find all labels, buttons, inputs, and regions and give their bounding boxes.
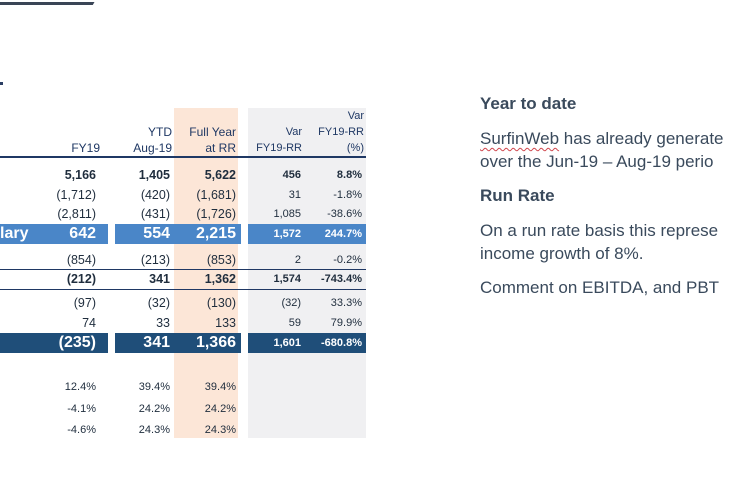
cell-var-pct: 33.3% [330, 297, 362, 309]
cell-fy19: (854) [66, 253, 96, 267]
cell-fy19: -4.6% [67, 424, 96, 436]
cell-var: (32) [281, 297, 301, 309]
header-var-pct-line2: FY19-RR [318, 126, 364, 138]
cell-full-year: (130) [206, 296, 236, 310]
cell-ytd: 1,405 [138, 168, 170, 182]
header-full-year-line2: at RR [205, 141, 236, 155]
cell-var: 1,572 [273, 228, 301, 240]
left-tick-mark [0, 82, 3, 85]
top-decoration [0, 0, 108, 5]
table-row: (1,712) (420) (1,681) 31 -1.8% [0, 185, 366, 205]
cell-full-year: (853) [206, 253, 236, 267]
run-rate-line-2: income growth of 8%. [480, 244, 644, 263]
variance-column-shading [248, 108, 366, 438]
cell-fy19: 74 [82, 316, 96, 330]
run-rate-heading: Run Rate [480, 186, 555, 205]
header-full-year-line1: Full Year [189, 125, 236, 139]
row-rule [0, 269, 366, 270]
brand-name: SurfinWeb [480, 129, 560, 148]
table-row-percent: -4.6% 24.3% 24.3% [0, 420, 366, 440]
table-row: (97) (32) (130) (32) 33.3% [0, 293, 366, 313]
table-row-percent: 12.4% 39.4% 39.4% [0, 377, 366, 397]
cell-ytd: (431) [140, 207, 170, 221]
cell-var-pct: -0.2% [333, 254, 362, 266]
cell-full-year: 39.4% [204, 381, 236, 393]
cell-var-pct: -743.4% [321, 273, 362, 285]
cell-ytd: 341 [143, 334, 170, 351]
cell-full-year: (1,681) [196, 188, 236, 202]
cell-fy19: 5,166 [64, 168, 96, 182]
table-row-percent: -4.1% 24.2% 24.2% [0, 399, 366, 419]
cell-fy19: (2,811) [57, 207, 96, 221]
cell-full-year: 24.3% [204, 424, 236, 436]
cell-fy19: 12.4% [64, 381, 96, 393]
cell-full-year: 133 [215, 316, 236, 330]
comment-line: Comment on EBITDA, and PBT [480, 278, 720, 297]
cell-fy19: 642 [69, 225, 96, 242]
cell-var: 2 [294, 254, 301, 266]
cell-var-pct: -1.8% [333, 189, 362, 201]
cell-ytd: (213) [140, 253, 170, 267]
header-full-year: Full Year at RR [189, 124, 236, 156]
cell-var: 31 [288, 189, 301, 201]
row-rule [0, 289, 366, 290]
cell-var-pct: 79.9% [330, 317, 362, 329]
table-row-highlight: lary 642 554 2,215 1,572 244.7% [0, 224, 366, 244]
ytd-line-1: SurfinWeb has already generate [480, 129, 724, 149]
cell-var-pct: 8.8% [336, 169, 362, 181]
cell-var: 1,574 [273, 273, 301, 285]
cell-ytd: 24.3% [138, 424, 170, 436]
cell-fy19: (1,712) [56, 188, 96, 202]
cell-full-year: 2,215 [195, 225, 236, 242]
header-fy19: FY19 [71, 141, 100, 155]
ytd-heading: Year to date [480, 94, 577, 113]
cell-var-pct: 244.7% [324, 228, 362, 240]
cell-var: 1,085 [273, 208, 301, 220]
cell-ytd: 24.2% [138, 403, 170, 415]
header-var-line2: FY19-RR [256, 142, 302, 154]
header-ytd-line2: Aug-19 [133, 141, 172, 155]
header-var-pct-line3: (%) [346, 142, 364, 154]
cell-var: 456 [282, 169, 301, 181]
header-var: Var FY19-RR [256, 124, 302, 156]
header-var-pct: Var FY19-RR (%) [318, 108, 364, 156]
cell-fy19: (97) [73, 296, 96, 310]
cell-fy19: -4.1% [67, 403, 96, 415]
cell-var: 1,601 [273, 337, 301, 349]
table-row: (212) 341 1,362 1,574 -743.4% [0, 269, 366, 289]
run-rate-line-1: On a run rate basis this represe [480, 221, 719, 240]
cell-var: 59 [288, 317, 301, 329]
header-var-pct-line1: Var [347, 110, 364, 122]
table-row-total: (235) 341 1,366 1,601 -680.8% [0, 333, 366, 353]
cell-var-pct: -38.6% [327, 208, 362, 220]
ytd-line-2: over the Jun-19 – Aug-19 perio [480, 152, 714, 171]
cell-ytd: 39.4% [138, 381, 170, 393]
cell-fy19: (212) [66, 272, 96, 286]
table-row: 5,166 1,405 5,622 456 8.8% [0, 165, 366, 185]
full-year-column-shading [174, 108, 238, 438]
table-row: 74 33 133 59 79.9% [0, 313, 366, 333]
cell-fy19: (235) [58, 334, 96, 351]
cell-var-pct: -680.8% [321, 337, 362, 349]
header-var-line1: Var [285, 126, 302, 138]
ytd-line-1-rest: has already generate [559, 129, 724, 148]
table-row: (854) (213) (853) 2 -0.2% [0, 250, 366, 270]
table-row: (2,811) (431) (1,726) 1,085 -38.6% [0, 204, 366, 224]
cell-full-year: 1,362 [204, 272, 236, 286]
cell-ytd: 554 [143, 225, 170, 242]
cell-full-year: (1,726) [196, 207, 236, 221]
cell-full-year: 24.2% [204, 403, 236, 415]
header-ytd-line1: YTD [148, 125, 172, 139]
cell-ytd: (420) [140, 188, 170, 202]
header-ytd: YTD Aug-19 [133, 124, 172, 156]
cell-full-year: 1,366 [195, 334, 236, 351]
cell-ytd: (32) [147, 296, 170, 310]
cell-full-year: 5,622 [204, 168, 236, 182]
cell-ytd: 33 [156, 316, 170, 330]
header-rule [0, 156, 366, 158]
row-label: lary [0, 225, 29, 242]
cell-ytd: 341 [149, 272, 170, 286]
